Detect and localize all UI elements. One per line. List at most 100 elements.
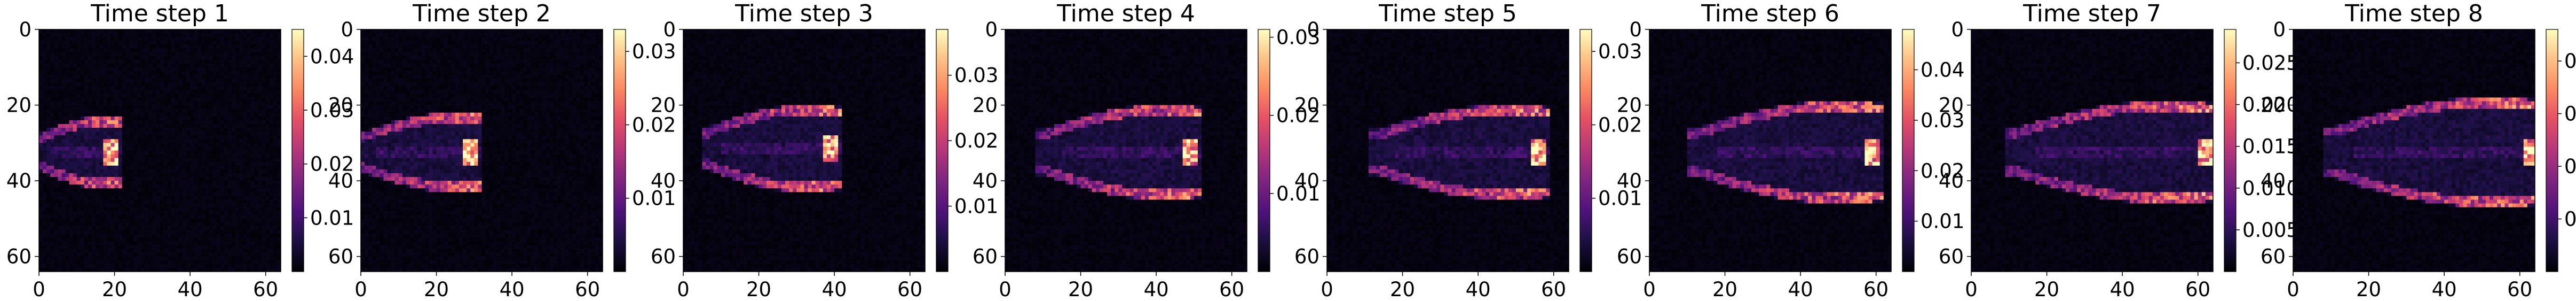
heatmap-cell bbox=[194, 71, 197, 75]
heatmap-cell bbox=[92, 56, 96, 60]
heatmap-cell bbox=[213, 52, 217, 56]
heatmap-cell bbox=[92, 44, 96, 48]
heatmap-cell bbox=[160, 71, 164, 75]
heatmap-cell bbox=[39, 64, 43, 67]
heatmap-cell bbox=[254, 64, 258, 67]
heatmap-cell bbox=[84, 37, 88, 41]
heatmap-cell bbox=[122, 60, 126, 64]
heatmap-cell bbox=[81, 37, 84, 41]
heatmap-cell bbox=[239, 64, 243, 67]
heatmap-cell bbox=[239, 37, 243, 41]
heatmap-cell bbox=[224, 41, 228, 44]
heatmap-cell bbox=[277, 37, 281, 41]
heatmap-cell bbox=[171, 29, 175, 33]
heatmap-cell bbox=[73, 37, 77, 41]
heatmap-cell bbox=[190, 44, 194, 48]
heatmap-cell bbox=[61, 44, 65, 48]
heatmap-cell bbox=[213, 41, 217, 44]
heatmap-cell bbox=[205, 29, 209, 33]
heatmap-cell bbox=[175, 60, 179, 64]
heatmap-cell bbox=[160, 60, 164, 64]
heatmap-cell bbox=[224, 56, 228, 60]
heatmap-cell bbox=[213, 44, 217, 48]
heatmap-cell bbox=[99, 41, 103, 44]
heatmap-cell bbox=[88, 75, 92, 79]
heatmap-cell bbox=[122, 56, 126, 60]
heatmap-cell bbox=[81, 56, 84, 60]
heatmap-cell bbox=[66, 75, 69, 79]
heatmap-cell bbox=[197, 71, 201, 75]
heatmap-cell bbox=[156, 29, 160, 33]
heatmap-cell bbox=[152, 56, 156, 60]
heatmap-cell bbox=[46, 48, 50, 52]
heatmap-cell bbox=[156, 33, 160, 37]
heatmap-cell bbox=[77, 41, 81, 44]
heatmap-cell bbox=[118, 41, 122, 44]
heatmap-cell bbox=[224, 48, 228, 52]
heatmap-cell bbox=[54, 67, 58, 71]
heatmap-cell bbox=[126, 44, 130, 48]
heatmap-cell bbox=[247, 48, 250, 52]
heatmap-cell bbox=[73, 29, 77, 33]
heatmap-cell bbox=[141, 29, 145, 33]
heatmap-cell bbox=[209, 67, 213, 71]
heatmap-cell bbox=[277, 60, 281, 64]
heatmap-cell bbox=[205, 33, 209, 37]
heatmap-cell bbox=[69, 48, 73, 52]
heatmap-cell bbox=[50, 60, 54, 64]
heatmap-cell bbox=[133, 71, 137, 75]
heatmap-cell bbox=[235, 48, 239, 52]
heatmap-cell bbox=[258, 41, 262, 44]
heatmap-cell bbox=[171, 33, 175, 37]
heatmap-cell bbox=[220, 33, 224, 37]
heatmap-cell bbox=[107, 60, 110, 64]
heatmap-cell bbox=[133, 56, 137, 60]
heatmap-cell bbox=[247, 64, 250, 67]
heatmap-cell bbox=[235, 64, 239, 67]
heatmap-cell bbox=[141, 33, 145, 37]
heatmap-cell bbox=[148, 56, 152, 60]
heatmap-cell bbox=[262, 64, 266, 67]
heatmap-cell bbox=[168, 37, 171, 41]
heatmap-cell bbox=[194, 37, 197, 41]
heatmap-cell bbox=[152, 44, 156, 48]
heatmap-cell bbox=[160, 48, 164, 52]
heatmap-cell bbox=[270, 67, 273, 71]
heatmap-cell bbox=[39, 71, 43, 75]
heatmap-cell bbox=[126, 75, 130, 79]
heatmap-cell bbox=[130, 64, 133, 67]
heatmap-cell bbox=[220, 44, 224, 48]
heatmap-cell bbox=[266, 64, 270, 67]
heatmap-cell bbox=[50, 48, 54, 52]
heatmap-cell bbox=[137, 56, 141, 60]
heatmap-cell bbox=[73, 75, 77, 79]
heatmap-cell bbox=[186, 56, 190, 60]
heatmap-cell bbox=[66, 71, 69, 75]
heatmap-cell bbox=[54, 60, 58, 64]
heatmap-cell bbox=[152, 48, 156, 52]
heatmap-cell bbox=[54, 75, 58, 79]
heatmap-cell bbox=[175, 37, 179, 41]
heatmap-cell bbox=[239, 67, 243, 71]
heatmap-cell bbox=[250, 67, 254, 71]
heatmap-cell bbox=[190, 60, 194, 64]
heatmap-cell bbox=[152, 64, 156, 67]
heatmap-cell bbox=[58, 64, 61, 67]
heatmap-cell bbox=[258, 60, 262, 64]
heatmap-cell bbox=[122, 37, 126, 41]
heatmap-cell bbox=[190, 64, 194, 67]
heatmap-cell bbox=[81, 29, 84, 33]
heatmap-cell bbox=[130, 33, 133, 37]
heatmap-cell bbox=[148, 37, 152, 41]
heatmap-cell bbox=[183, 67, 186, 71]
heatmap-cell bbox=[160, 33, 164, 37]
heatmap-cell bbox=[43, 41, 46, 44]
heatmap-cell bbox=[270, 52, 273, 56]
heatmap-cell bbox=[39, 56, 43, 60]
heatmap-cell bbox=[262, 37, 266, 41]
heatmap-cell bbox=[194, 56, 197, 60]
heatmap-cell bbox=[69, 52, 73, 56]
heatmap-cell bbox=[118, 75, 122, 79]
heatmap-cell bbox=[96, 44, 99, 48]
heatmap-cell bbox=[273, 52, 277, 56]
